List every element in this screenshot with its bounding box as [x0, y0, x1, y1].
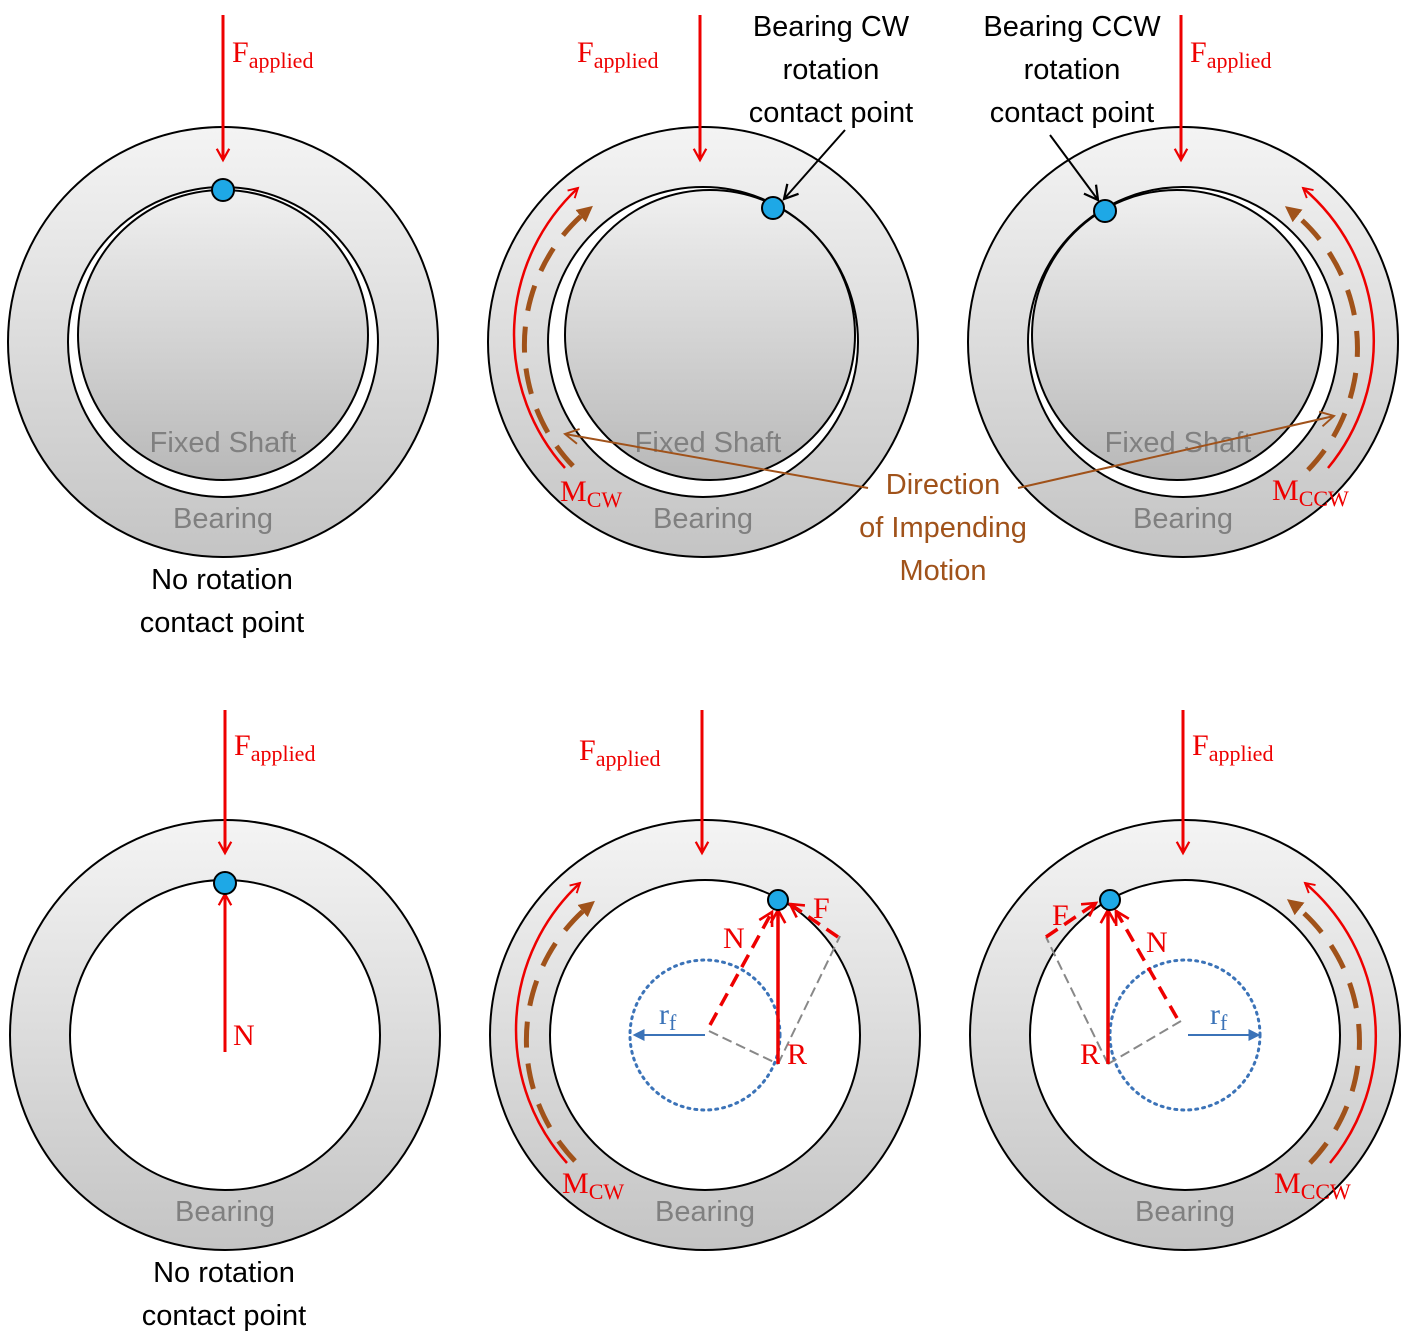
friction-circle	[628, 958, 782, 1112]
no-rotation-caption-line1: No rotation	[151, 564, 293, 596]
friction-force-arrow	[787, 902, 839, 939]
ccw-contact-caption-line1: Bearing CCW	[983, 11, 1161, 43]
friction-radius-label: rf	[659, 998, 677, 1035]
panel-top-no-rotation: Fixed Shaft Bearing Fapplied No rotation…	[7, 15, 439, 639]
bearing-label: Bearing	[653, 503, 753, 535]
contact-point-cw	[767, 889, 789, 911]
resultant-force-label: R	[787, 1038, 807, 1071]
friction-force-label: F	[1052, 899, 1069, 932]
applied-force-label: Fapplied	[577, 36, 658, 73]
panel-bottom-no-rotation: Bearing Fapplied N No rotation contact p…	[9, 710, 441, 1332]
fixed-shaft-label: Fixed Shaft	[150, 427, 297, 459]
impending-motion-ccw-arrow	[1286, 899, 1362, 1165]
normal-force-label: N	[1146, 926, 1168, 959]
panel-bottom-cw: Bearing Fapplied rf N F R MCW	[489, 710, 921, 1251]
friction-force-label: F	[813, 892, 830, 925]
direction-label-line2: of Impending	[859, 512, 1027, 544]
fixed-shaft-label: Fixed Shaft	[1105, 427, 1252, 459]
panel-top-ccw: Fixed Shaft Bearing Fapplied Bearing CCW…	[967, 11, 1399, 558]
friction-radius-label: rf	[1210, 998, 1228, 1035]
bearing-label: Bearing	[1133, 503, 1233, 535]
no-rotation-caption-line2: contact point	[142, 1300, 306, 1332]
construction-line	[777, 935, 841, 1065]
bearing-bore	[1029, 879, 1341, 1191]
fixed-shaft	[564, 189, 856, 481]
ccw-contact-caption-line3: contact point	[990, 97, 1154, 129]
moment-cw-label: MCW	[560, 475, 622, 512]
moment-ccw-label: MCCW	[1272, 474, 1349, 511]
ccw-contact-caption-line2: rotation	[1024, 54, 1121, 86]
moment-cw-label: MCW	[562, 1167, 624, 1204]
bearing-label: Bearing	[173, 503, 273, 535]
moment-cw-arrow	[512, 186, 580, 469]
bearing-label: Bearing	[175, 1196, 275, 1228]
contact-point-ccw	[1099, 889, 1121, 911]
applied-force-label: Fapplied	[232, 36, 313, 73]
ccw-contact-pointer	[1049, 134, 1100, 202]
applied-force-label: Fapplied	[579, 734, 660, 771]
moment-cw-arrow	[514, 881, 582, 1164]
cw-contact-caption-line1: Bearing CW	[753, 11, 910, 43]
direction-pointer-left	[563, 428, 869, 489]
cw-contact-pointer	[782, 129, 846, 201]
applied-force-label: Fapplied	[234, 729, 315, 766]
impending-motion-cw-arrow	[523, 900, 595, 1163]
normal-force-label: N	[233, 1019, 255, 1052]
direction-label-line1: Direction	[886, 469, 1000, 501]
fixed-shaft-label: Fixed Shaft	[635, 427, 782, 459]
applied-force-label: Fapplied	[1192, 729, 1273, 766]
fixed-shaft	[1031, 189, 1323, 481]
applied-force-label: Fapplied	[1190, 36, 1271, 73]
normal-force-label: N	[723, 922, 745, 955]
impending-motion-ccw-arrow	[1284, 206, 1360, 472]
contact-point	[213, 871, 237, 895]
direction-pointer-right	[1017, 410, 1336, 489]
cw-contact-caption-line2: rotation	[783, 54, 880, 86]
friction-force-arrow	[1045, 901, 1099, 939]
no-rotation-caption-line2: contact point	[140, 607, 304, 639]
no-rotation-caption-line1: No rotation	[153, 1257, 295, 1289]
contact-point-cw	[761, 196, 785, 220]
bearing-label: Bearing	[1135, 1196, 1235, 1228]
impending-motion-cw-arrow	[521, 205, 593, 468]
direction-of-impending-motion: Direction of Impending Motion	[563, 410, 1336, 587]
panel-bottom-ccw: Bearing Fapplied rf N F R MCCW	[969, 710, 1401, 1251]
moment-ccw-label: MCCW	[1274, 1167, 1351, 1204]
moment-ccw-arrow	[1303, 881, 1378, 1164]
cw-contact-caption-line3: contact point	[749, 97, 913, 129]
bearing-label: Bearing	[655, 1196, 755, 1228]
resultant-force-label: R	[1080, 1038, 1100, 1071]
construction-line	[1045, 936, 1109, 1065]
moment-ccw-arrow	[1301, 186, 1376, 469]
construction-line	[708, 1030, 779, 1065]
panel-top-cw: Fixed Shaft Bearing Fapplied Bearing CW …	[487, 11, 919, 558]
contact-point	[211, 178, 235, 202]
direction-label-line3: Motion	[899, 555, 986, 587]
contact-point-ccw	[1093, 199, 1117, 223]
